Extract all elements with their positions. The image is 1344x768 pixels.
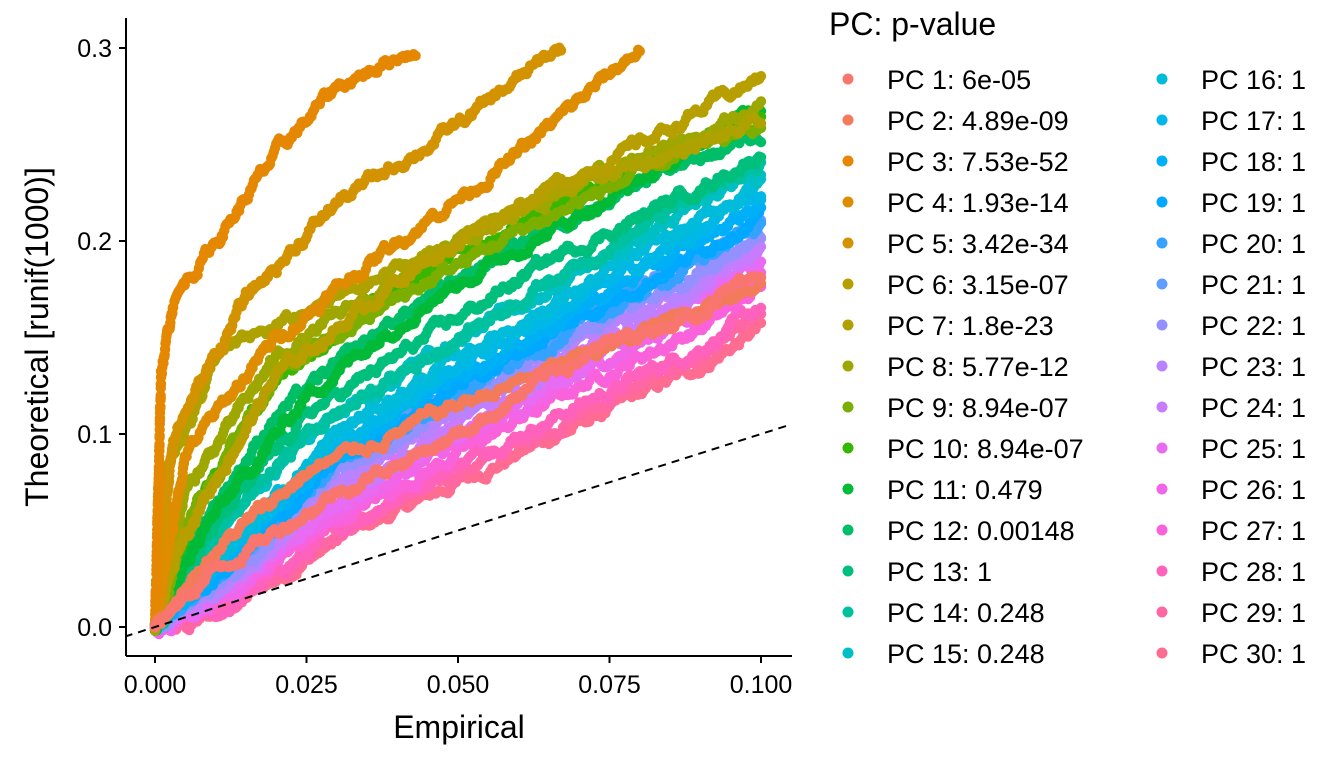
- data-point: [755, 302, 767, 314]
- data-point: [755, 317, 767, 329]
- series-28: [149, 302, 767, 634]
- data-point: [755, 191, 767, 202]
- plot-area: [127, 42, 792, 640]
